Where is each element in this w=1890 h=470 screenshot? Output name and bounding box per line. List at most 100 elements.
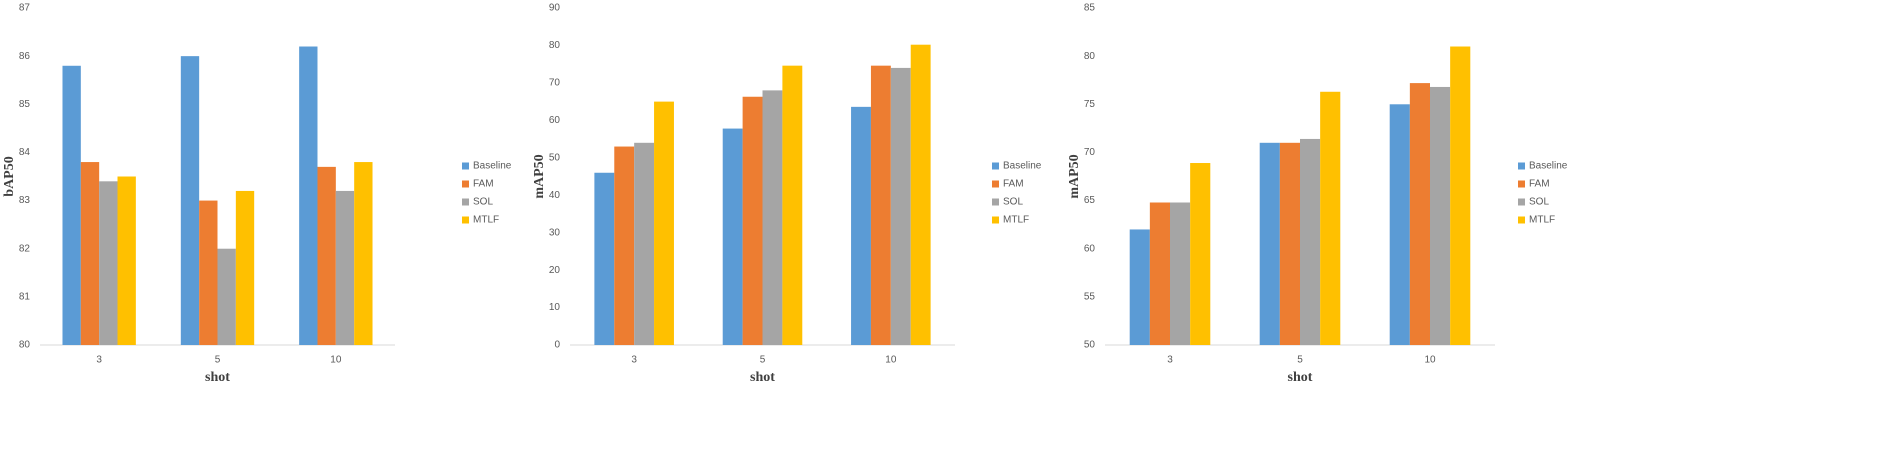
legend-swatch [462,216,469,224]
y-tick-label: 80 [19,340,31,351]
legend-label: SOL [1003,197,1023,208]
y-tick-label: 70 [1084,147,1096,158]
legend-label: Baseline [1529,161,1568,172]
bar [1389,104,1410,346]
bar [217,248,236,345]
legend-swatch [992,216,999,224]
x-tick-label: 10 [885,355,897,366]
legend-label: Baseline [473,161,512,172]
bar [62,65,81,346]
y-tick-label: 85 [19,99,31,110]
y-tick-label: 10 [549,302,561,313]
bar [1190,163,1211,345]
bar [1300,138,1321,345]
legend-label: SOL [473,197,493,208]
bar [99,181,118,345]
bar [910,44,931,345]
y-tick-label: 81 [19,291,31,302]
legend-swatch [462,180,469,188]
x-tick-label: 10 [1424,355,1436,366]
bar [117,176,136,345]
x-tick-label: 3 [96,355,102,366]
legend-swatch [1518,198,1525,206]
bar [235,190,255,345]
legend-swatch [992,198,999,206]
y-tick-label: 83 [19,195,31,206]
legend-swatch [462,198,469,206]
x-tick-label: 5 [215,355,221,366]
y-tick-label: 80 [1084,51,1096,62]
legend-label: SOL [1529,197,1549,208]
legend-label: MTLF [1529,215,1555,226]
legend-label: FAM [473,179,494,190]
y-tick-label: 85 [1084,3,1096,14]
y-tick-label: 50 [1084,340,1096,351]
bar [199,200,218,345]
x-tick-label: 3 [1167,355,1173,366]
bar [1430,86,1451,345]
x-tick-label: 3 [631,355,637,366]
bar [1279,142,1300,345]
y-axis-title: mAP50 [1067,154,1082,198]
bar [654,101,674,345]
bar [762,90,783,345]
y-tick-label: 82 [19,243,31,254]
bar [614,146,635,345]
bar [354,162,373,345]
legend-label: MTLF [473,215,499,226]
bar [890,67,911,346]
y-tick-label: 87 [19,3,31,14]
bar [335,190,355,345]
y-tick-label: 30 [549,227,561,238]
y-tick-label: 50 [549,152,561,163]
bar [1259,142,1280,345]
y-tick-label: 70 [549,78,561,89]
bar [317,166,336,345]
legend-swatch [1518,180,1525,188]
x-axis-title: shot [1288,370,1313,385]
y-tick-label: 60 [549,115,561,126]
y-tick-label: 60 [1084,243,1096,254]
y-tick-label: 40 [549,190,561,201]
bar [634,142,655,345]
y-tick-label: 86 [19,51,31,62]
legend-swatch [462,162,469,170]
bar [180,56,200,346]
y-axis-title: bAP50 [2,156,17,196]
bar [1149,202,1170,345]
legend-swatch [992,162,999,170]
bar [1320,91,1341,345]
bar [870,65,891,346]
y-tick-label: 55 [1084,291,1096,302]
bar [782,65,803,346]
x-axis-title: shot [750,370,775,385]
legend-swatch [1518,162,1525,170]
bar [1450,46,1471,346]
y-tick-label: 20 [549,265,561,276]
legend-label: FAM [1003,179,1024,190]
bar [80,162,100,345]
y-tick-label: 80 [549,40,561,51]
y-tick-label: 75 [1084,99,1096,110]
legend-label: MTLF [1003,215,1029,226]
legend-label: FAM [1529,179,1550,190]
x-tick-label: 5 [1297,355,1303,366]
bar [1170,202,1191,345]
y-tick-label: 65 [1084,195,1096,206]
bar [594,172,615,345]
bar [1409,83,1430,346]
bar [1129,229,1150,345]
y-axis-title: mAP50 [532,154,547,198]
x-axis-title: shot [205,370,230,385]
y-tick-label: 84 [19,147,31,158]
legend-label: Baseline [1003,161,1042,172]
y-tick-label: 90 [549,3,561,14]
x-tick-label: 10 [330,355,342,366]
bar [851,106,871,345]
legend-swatch [1518,216,1525,224]
bar [722,128,743,345]
bar [742,96,763,345]
legend-swatch [992,180,999,188]
bar [299,46,318,346]
